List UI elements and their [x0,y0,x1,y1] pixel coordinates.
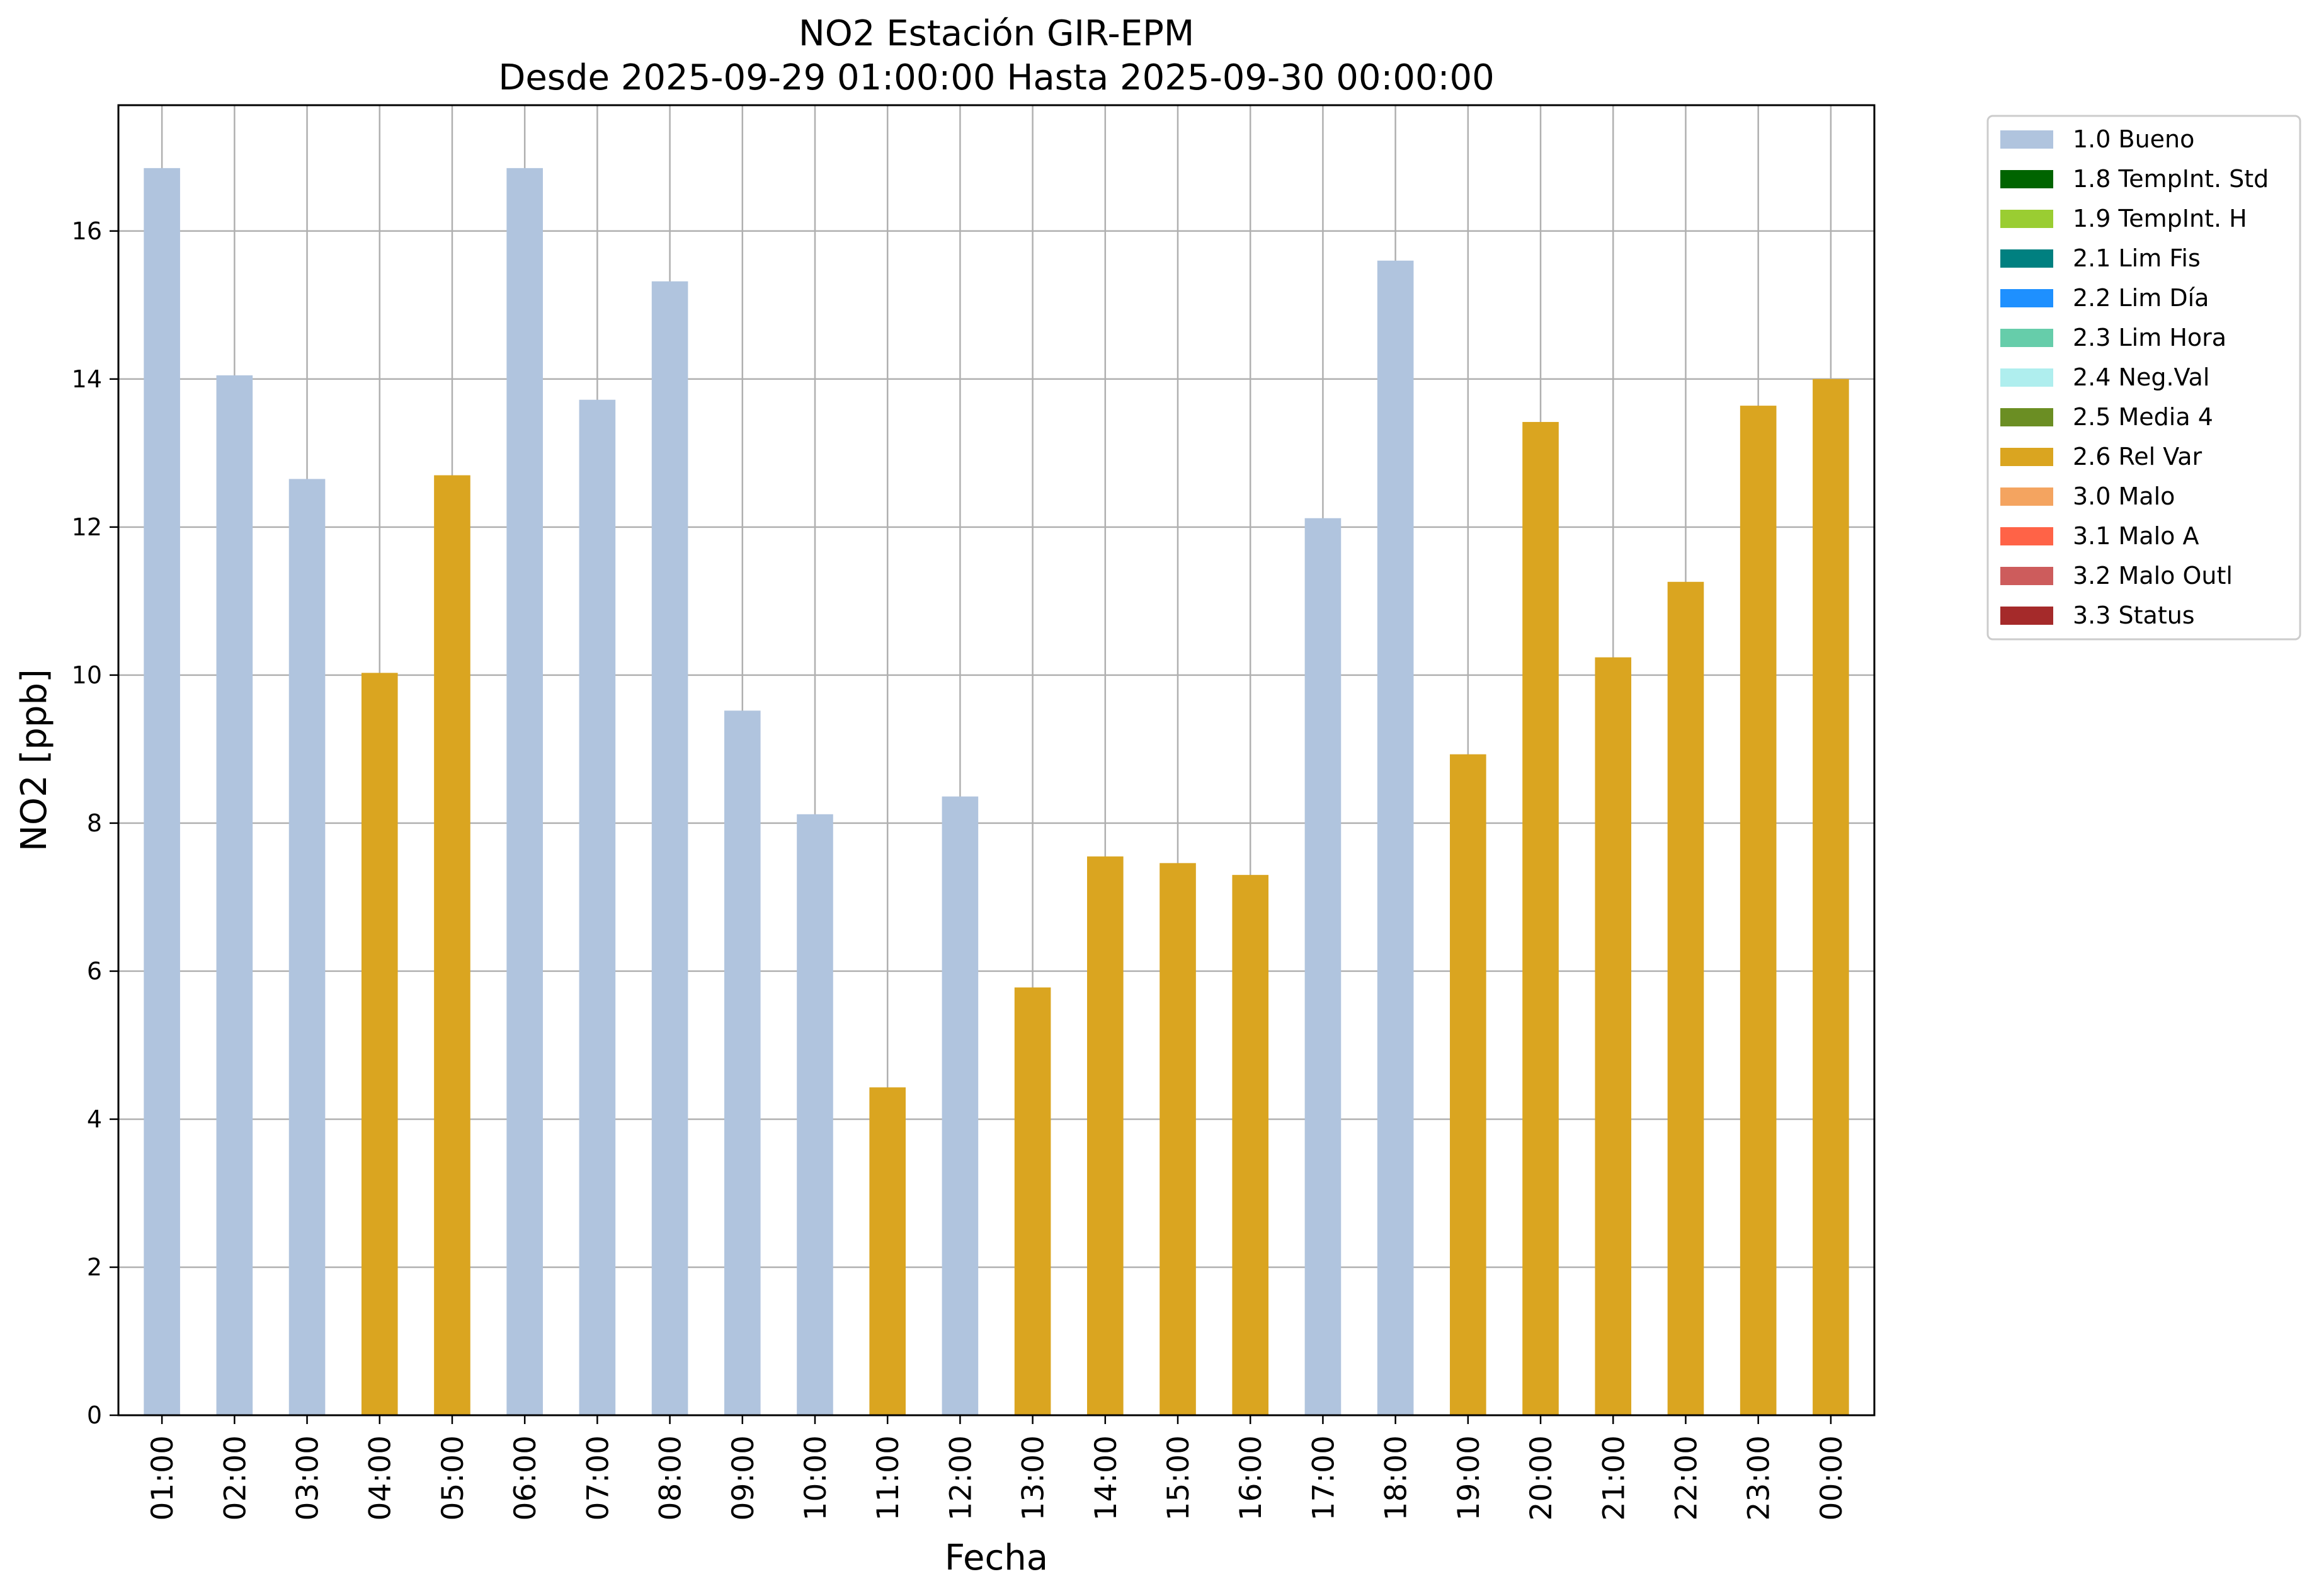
x-tick-label: 23:00 [1742,1435,1777,1520]
legend-label: 2.6 Rel Var [2073,443,2202,470]
legend-label: 1.8 TempInt. Std [2073,165,2269,193]
bar-1900 [1450,754,1486,1415]
chart-subtitle: Desde 2025-09-29 01:00:00 Hasta 2025-09-… [498,57,1495,98]
bar-2300 [1740,406,1777,1415]
y-tick-label: 6 [87,957,102,985]
bar-1100 [869,1087,906,1415]
legend-swatch [2000,170,2053,188]
x-tick-label: 03:00 [291,1435,326,1520]
bars [144,168,1849,1416]
y-axis-ticks: 0 2 4 6 8 10 12 14 16 [72,217,118,1429]
bar-2100 [1595,657,1632,1415]
y-tick-label: 16 [72,217,102,245]
x-tick-label: 14:00 [1089,1435,1124,1520]
bar-0300 [288,479,326,1416]
x-tick-label: 07:00 [581,1435,615,1520]
legend-label: 3.3 Status [2073,601,2195,629]
x-tick-label: 18:00 [1379,1435,1414,1520]
x-tick-label: 13:00 [1017,1435,1051,1520]
y-tick-label: 4 [87,1105,102,1133]
y-tick-label: 0 [87,1401,102,1429]
bar-0600 [506,168,543,1416]
y-tick-label: 8 [87,809,102,837]
bar-1300 [1014,987,1051,1415]
legend-label: 1.0 Bueno [2073,125,2194,153]
y-axis-label: NO2 [ppb] [14,669,55,852]
x-tick-label: 12:00 [943,1435,978,1520]
legend-swatch [2000,408,2053,426]
bar-0100 [144,168,180,1416]
x-tick-label: 08:00 [654,1435,688,1520]
x-tick-label: 22:00 [1669,1435,1704,1520]
bar-1200 [942,796,979,1415]
legend-swatch [2000,368,2053,387]
x-tick-label: 11:00 [871,1435,906,1520]
x-tick-label: 05:00 [436,1435,470,1520]
x-tick-label: 16:00 [1234,1435,1268,1520]
y-tick-label: 2 [87,1253,102,1281]
bar-1700 [1304,518,1342,1416]
bar-2000 [1522,421,1559,1415]
legend-swatch [2000,289,2053,307]
bar-0800 [651,281,688,1416]
x-axis-ticks: 01:00 02:00 03:00 04:00 05:00 06:00 07:00 08:00… [145,1415,1849,1520]
legend-swatch [2000,448,2053,466]
y-tick-label: 10 [72,661,102,689]
bar-0200 [216,375,253,1416]
x-tick-label: 20:00 [1524,1435,1559,1520]
bar-1600 [1232,875,1269,1415]
legend-swatch [2000,487,2053,506]
bar-1800 [1377,260,1414,1415]
legend-label: 3.2 Malo Outl [2073,562,2233,590]
legend-swatch [2000,527,2053,545]
bar-0700 [579,399,616,1415]
x-tick-label: 01:00 [145,1435,180,1520]
legend-label: 2.5 Media 4 [2073,403,2213,431]
legend-frame [1986,115,2301,641]
x-tick-label: 10:00 [799,1435,833,1520]
x-tick-label: 02:00 [218,1435,253,1520]
bar-0900 [724,710,761,1415]
y-tick-label: 14 [72,365,102,393]
bar-2200 [1667,581,1704,1415]
bar-1000 [797,814,833,1415]
legend-swatch [2000,567,2053,585]
bar-0500 [434,475,470,1416]
legend-label: 2.1 Lim Fis [2073,244,2201,272]
x-tick-label: 00:00 [1815,1435,1849,1520]
y-tick-label: 12 [72,513,102,541]
x-tick-label: 15:00 [1161,1435,1196,1520]
legend-swatch [2000,329,2053,347]
bar-1500 [1160,863,1196,1415]
legend-label: 2.3 Lim Hora [2073,324,2226,351]
chart-title: NO2 Estación GIR-EPM [799,13,1194,54]
legend-swatch [2000,210,2053,228]
x-axis-label: Fecha [945,1537,1048,1578]
bar-0000 [1813,379,1849,1415]
x-tick-label: 06:00 [508,1435,543,1520]
x-tick-label: 04:00 [363,1435,398,1520]
bar-1400 [1087,856,1124,1415]
legend-label: 2.2 Lim Día [2073,284,2209,312]
legend-swatch [2000,249,2053,268]
legend: 1.0 Bueno 1.8 TempInt. Std 1.9 TempInt. H 2… [1986,115,2301,641]
legend-swatch [2000,130,2053,149]
legend-label: 1.9 TempInt. H [2073,205,2247,232]
x-tick-label: 17:00 [1306,1435,1341,1520]
legend-swatch [2000,607,2053,625]
plot-frame [117,104,1876,1416]
legend-label: 2.4 Neg.Val [2073,363,2209,391]
x-tick-label: 21:00 [1597,1435,1631,1520]
legend-label: 3.1 Malo A [2073,522,2199,550]
bar-0400 [361,673,398,1415]
x-tick-label: 19:00 [1452,1435,1486,1520]
x-tick-label: 09:00 [726,1435,761,1520]
legend-label: 3.0 Malo [2073,482,2175,510]
